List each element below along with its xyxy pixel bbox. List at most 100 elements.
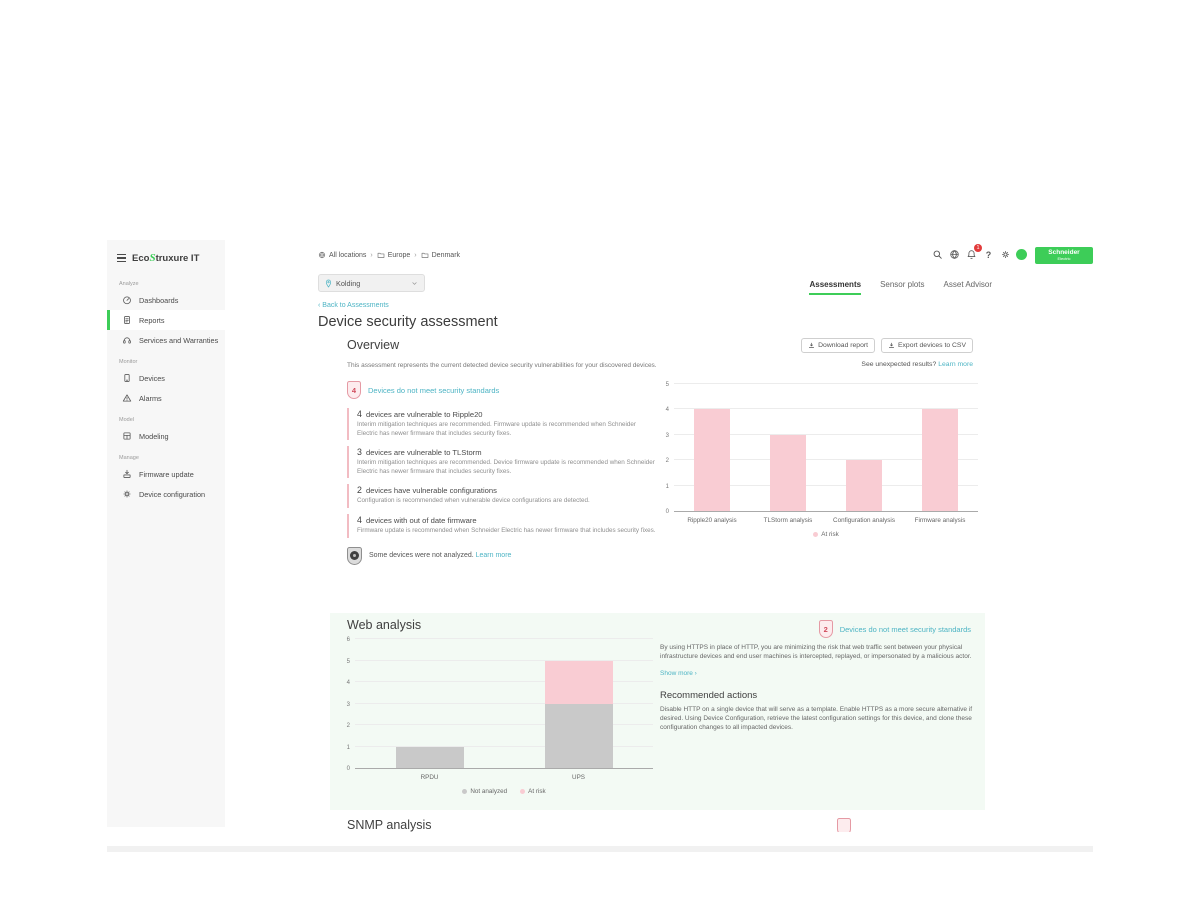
sidebar-item-services-and-warranties[interactable]: Services and Warranties: [107, 330, 225, 350]
breadcrumb-item-all-locations[interactable]: All locations: [329, 251, 367, 259]
gray-shield-icon: [347, 546, 362, 565]
bar-segment-at-risk: [770, 434, 806, 511]
legend-label: At risk: [528, 788, 546, 795]
x-axis-label: RPDU: [420, 774, 439, 781]
x-axis-label: Configuration analysis: [833, 517, 895, 524]
tab-asset-advisor[interactable]: Asset Advisor: [943, 280, 992, 289]
sidebar-item-label: Dashboards: [139, 295, 179, 305]
bars: [674, 385, 978, 511]
ecostruxure-swirl-icon: S: [149, 252, 156, 264]
device-configuration-icon: [122, 489, 132, 499]
bar-firmware-analysis: [922, 409, 958, 511]
bell-icon[interactable]: 1: [965, 244, 982, 261]
x-axis-label: UPS: [572, 774, 585, 781]
y-tick-label: 1: [346, 744, 350, 751]
x-axis-label: Ripple20 analysis: [687, 517, 737, 524]
overview-section: Overview Download report Export devices …: [318, 338, 985, 565]
notification-badge: 1: [974, 244, 982, 252]
sidebar-section-label: Analyze: [119, 281, 139, 287]
app-window: EcoStruxure IT Analyze Dashboards Reports S…: [107, 240, 1093, 832]
devices-icon: [122, 373, 132, 383]
sidebar-item-dashboards[interactable]: Dashboards: [107, 290, 225, 310]
chart-plot-area: [674, 383, 978, 512]
recommended-actions-title: Recommended actions: [660, 689, 758, 701]
gear-icon[interactable]: [999, 248, 1012, 261]
web-security-standards-link[interactable]: Devices do not meet security standards: [839, 624, 971, 634]
services-icon: [122, 335, 132, 345]
location-select[interactable]: Kolding: [318, 274, 425, 292]
finding-description: Configuration is recommended when vulner…: [357, 497, 590, 505]
chart-legend: Not analyzed At risk: [355, 788, 653, 795]
finding-devices-are-vulnerable-to-ripple20: 4 devices are vulnerable to Ripple20 Inte…: [347, 408, 657, 441]
show-more-link[interactable]: Show more: [660, 670, 697, 677]
finding-description: Interim mitigation techniques are recomm…: [357, 421, 636, 437]
breadcrumb-separator: ›: [414, 251, 417, 259]
y-tick-label: 0: [346, 766, 350, 772]
globe-icon[interactable]: [948, 248, 961, 261]
tab-assessments[interactable]: Assessments: [809, 280, 862, 295]
bar-ups: [544, 660, 613, 768]
security-standards-link[interactable]: Devices do not meet security standards: [368, 385, 500, 395]
sidebar-item-firmware-update[interactable]: Firmware update: [107, 464, 225, 484]
avatar[interactable]: [1016, 249, 1027, 260]
x-axis-label: Firmware analysis: [914, 517, 966, 524]
recommended-actions-text: Disable HTTP on a single device that wil…: [660, 705, 973, 732]
not-analyzed-learn-more-link[interactable]: Learn more: [475, 552, 512, 560]
legend-dot: [520, 789, 526, 794]
sidebar-item-device-configuration[interactable]: Device configuration: [107, 484, 225, 504]
x-axis-labels: RPDU UPS: [355, 774, 653, 781]
findings-list: 4 devices are vulnerable to Ripple20 Inte…: [347, 408, 657, 538]
sidebar-item-label: Modeling: [139, 431, 169, 441]
breadcrumb-item-europe[interactable]: Europe: [387, 251, 411, 259]
sidebar-section-label: Model: [119, 417, 134, 423]
bar-segment-not-analyzed: [395, 746, 464, 768]
tab-sensor-plots[interactable]: Sensor plots: [880, 280, 925, 289]
finding-count: 4: [357, 514, 362, 525]
web-security-standards-badge: 2 Devices do not meet security standards: [818, 620, 971, 638]
y-tick-label: 3: [665, 432, 669, 439]
overview-chart: 0 1 2 3 4 5 Ripple20 analysis TLStorm analysis C…: [660, 382, 978, 538]
modeling-icon: [122, 431, 132, 441]
finding-title: 4 devices are vulnerable to Ripple20: [357, 409, 483, 419]
sidebar-item-reports[interactable]: Reports: [107, 310, 225, 330]
sidebar-item-label: Services and Warranties: [139, 335, 219, 345]
sidebar-section-label: Manage: [119, 455, 139, 461]
breadcrumb-item-denmark[interactable]: Denmark: [431, 251, 461, 259]
web-analysis-chart: 0 1 2 3 4 5 6 RPDU UPS Not analyzed At risk: [341, 637, 653, 795]
finding-count: 4: [357, 409, 362, 419]
unexpected-results-text: See unexpected results? Learn more: [861, 361, 973, 368]
globe-icon: [318, 251, 326, 259]
dashboards-icon: [122, 295, 132, 305]
help-icon[interactable]: ?: [985, 249, 992, 260]
back-to-assessments-link[interactable]: Back to Assessments: [318, 302, 389, 309]
finding-devices-have-vulnerable-configurations: 2 devices have vulnerable configurations…: [347, 484, 657, 508]
y-tick-label: 3: [346, 701, 350, 708]
location-select-value: Kolding: [336, 278, 361, 288]
finding-description: Interim mitigation techniques are recomm…: [357, 459, 655, 475]
shield-icon: 4: [347, 381, 361, 399]
search-icon[interactable]: [931, 248, 944, 261]
snmp-analysis-title: SNMP analysis: [347, 818, 432, 832]
app-logo: EcoStruxure IT: [107, 240, 225, 272]
shield-icon: [837, 818, 851, 832]
x-axis-labels: Ripple20 analysis TLStorm analysis Configu…: [674, 517, 978, 524]
sidebar-item-alarms[interactable]: Alarms: [107, 388, 225, 408]
export-csv-button[interactable]: Export devices to CSV: [881, 338, 973, 353]
web-analysis-description: By using HTTPS in place of HTTP, you are…: [660, 644, 972, 661]
app-logo-text: EcoStruxure IT: [132, 252, 200, 264]
sidebar-item-modeling[interactable]: Modeling: [107, 426, 225, 446]
finding-title: 2 devices have vulnerable configurations: [357, 485, 497, 496]
download-report-button[interactable]: Download report: [801, 338, 875, 353]
y-axis: 0 1 2 3 4 5 6: [341, 637, 355, 772]
gridline: [674, 408, 978, 410]
y-tick-label: 1: [665, 483, 669, 490]
shield-icon: 2: [818, 620, 833, 638]
legend-item-at-risk: At risk: [813, 531, 839, 538]
gridline: [674, 383, 978, 384]
unexpected-learn-more-link[interactable]: Learn more: [938, 361, 973, 368]
download-icon: [888, 342, 895, 348]
sidebar-item-devices[interactable]: Devices: [107, 368, 225, 388]
gridline: [674, 459, 978, 461]
menu-icon[interactable]: [117, 253, 126, 263]
